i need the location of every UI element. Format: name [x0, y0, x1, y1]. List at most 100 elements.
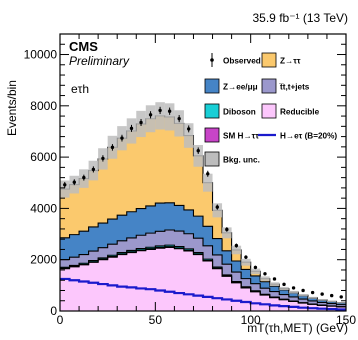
y-axis-title: Events/bin — [5, 80, 19, 136]
legend-entry-diboson: Diboson — [204, 103, 256, 119]
observed-point — [196, 147, 200, 154]
x-tick-label: 150 — [336, 313, 356, 327]
unc-bin — [317, 299, 327, 301]
unc-bin — [231, 245, 242, 255]
observed-point — [187, 125, 191, 133]
observed-marker — [167, 109, 172, 113]
legend-swatch — [204, 103, 220, 119]
x-tick-label: 0 — [57, 313, 64, 327]
legend-label: Bkg. unc. — [223, 156, 260, 165]
observed-point — [320, 292, 324, 296]
experiment-label: CMS — [69, 39, 98, 54]
observed-points — [63, 106, 343, 299]
observed-point — [215, 204, 219, 210]
legend-entry-bkg-unc: Bkg. unc. — [204, 151, 260, 167]
unc-bin — [336, 302, 346, 304]
observed-marker — [101, 156, 105, 161]
observed-point — [291, 286, 296, 290]
axes-frame — [59, 33, 347, 312]
y-tick-label: 10000 — [24, 48, 58, 62]
observed-marker — [263, 272, 267, 276]
legend-label: Reducible — [280, 108, 320, 117]
legend-label: Z→ee/μμ — [223, 83, 258, 92]
legend-swatch — [261, 78, 277, 94]
unc-bin — [326, 300, 337, 303]
observed-marker — [91, 167, 96, 172]
observed-point — [148, 111, 153, 119]
observed-marker — [82, 175, 86, 180]
y-tick-label: 8000 — [30, 99, 57, 113]
observed-point — [272, 277, 277, 281]
observed-marker — [63, 183, 67, 187]
x-tick-label: 100 — [241, 313, 261, 327]
status-label: Preliminary — [69, 54, 130, 68]
unc-bin — [60, 180, 70, 198]
observed-point — [330, 293, 334, 298]
legend-entry-reducible: Reducible — [261, 103, 320, 119]
observed-point — [301, 288, 305, 293]
observed-point — [339, 295, 343, 299]
x-axis-title: mT(τh,MET) (GeV) — [247, 321, 348, 335]
legend-swatch — [261, 52, 277, 68]
legend-entry-observed: Observed — [210, 53, 261, 67]
legend-label: Z→ττ — [280, 57, 301, 66]
observed-marker — [158, 108, 162, 113]
unc-bin — [155, 102, 165, 130]
unc-bin — [269, 282, 280, 287]
observed-point — [244, 255, 248, 260]
unc-bin — [307, 296, 318, 299]
unc-bin — [203, 173, 213, 192]
unc-bin — [183, 123, 194, 148]
observed-point — [206, 170, 210, 177]
legend-entry-t-t-t-jets: t̅t,t+jets — [261, 78, 310, 94]
observed-point — [139, 118, 143, 127]
signal-histogram — [60, 277, 346, 311]
observed-point — [110, 144, 115, 151]
observed-marker — [320, 292, 324, 296]
observed-marker — [148, 113, 153, 117]
observed-marker — [129, 126, 134, 131]
unc-bin — [164, 103, 175, 131]
observed-point — [282, 282, 286, 287]
y-tick-label: 0 — [50, 304, 57, 318]
x-tick-label: 50 — [149, 313, 163, 327]
observed-marker — [282, 282, 286, 287]
y-tick-label: 6000 — [30, 150, 57, 164]
legend-entry-sm-h: SM H→ττ — [204, 127, 259, 143]
observed-marker — [187, 127, 191, 131]
observed-marker — [215, 205, 219, 209]
observed-point — [91, 166, 96, 173]
observed-point — [82, 174, 86, 181]
observed-marker — [120, 136, 124, 140]
legend-swatch — [261, 103, 277, 119]
legend-swatch — [204, 127, 220, 143]
y-tick-label: 2000 — [30, 253, 57, 267]
observed-marker — [177, 116, 181, 121]
unc-bin — [250, 268, 261, 275]
signal-curve — [60, 277, 346, 311]
legend-label: Diboson — [223, 108, 256, 117]
observed-marker — [272, 277, 277, 281]
observed-marker — [139, 120, 143, 125]
legend-label: SM H→ττ — [223, 132, 259, 141]
observed-marker — [339, 295, 343, 299]
observed-point — [225, 227, 229, 232]
channel-label: eτh — [71, 82, 89, 96]
observed-marker — [206, 172, 210, 176]
observed-marker — [244, 255, 248, 259]
observed-point — [234, 243, 239, 248]
unc-bin — [298, 294, 308, 297]
unc-bin — [288, 290, 299, 294]
legend-swatch — [204, 151, 220, 167]
observed-marker — [72, 180, 77, 184]
observed-point — [310, 290, 315, 295]
legend: Observed Z→ττ Z→ee/μμ t̅t,t+jets Diboson Redu… — [204, 52, 337, 167]
observed-point — [263, 272, 267, 276]
legend-entry-z-ee: Z→ee/μμ — [204, 78, 258, 94]
legend-entry-z: Z→ττ — [261, 52, 301, 68]
unc-bin — [279, 286, 289, 291]
unc-bin — [260, 276, 270, 281]
observed-point — [177, 115, 181, 123]
stack-fill-reducible — [60, 247, 346, 311]
observed-point — [253, 265, 258, 270]
